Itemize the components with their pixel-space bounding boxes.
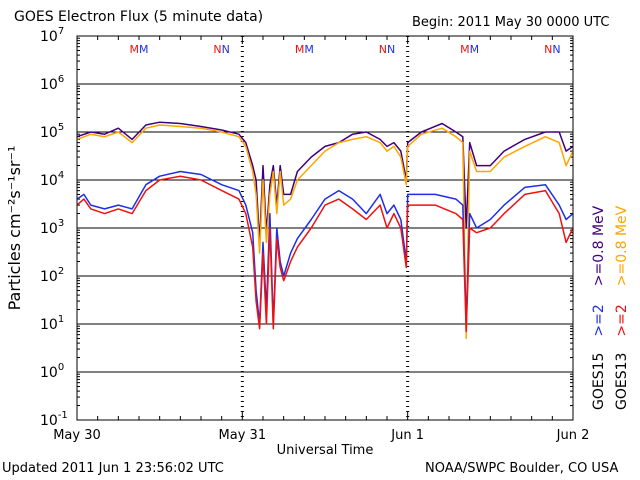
- y-tick-label: 101: [40, 314, 64, 333]
- x-tick-label: Jun 2: [556, 428, 590, 443]
- updated-label: Updated 2011 Jun 1 23:56:02 UTC: [2, 461, 224, 476]
- source-label: NOAA/SWPC Boulder, CO USA: [425, 461, 619, 476]
- annotation-label: MM: [460, 43, 479, 56]
- y-tick-label: 105: [40, 122, 64, 141]
- series-line: [76, 170, 574, 325]
- goes13-legend: GOES13>=2>=0.8 MeV: [614, 205, 630, 410]
- begin-label: Begin: 2011 May 30 0000 UTC: [412, 15, 610, 30]
- series-line: [76, 124, 574, 340]
- grid-layer: [77, 36, 573, 420]
- annotation-label: NN: [544, 43, 560, 56]
- annotation-label: MM: [295, 43, 314, 56]
- x-tick-label: May 30: [53, 428, 101, 443]
- y-tick-label: 106: [40, 74, 64, 93]
- annotation-label: NN: [213, 43, 229, 56]
- annotation-label: NN: [379, 43, 395, 56]
- label-layer: May 30 May 31 Jun 1 Jun 2 10-1 100 101 102 103 10…: [5, 26, 630, 458]
- series-line: [76, 175, 574, 333]
- annotation-label: MM: [130, 43, 149, 56]
- frame-layer: [76, 35, 574, 421]
- chart-title: GOES Electron Flux (5 minute data): [14, 9, 264, 25]
- series-line: [76, 121, 574, 244]
- x-tick-label: May 31: [219, 428, 267, 443]
- y-tick-label: 104: [40, 170, 64, 189]
- series-layer: [76, 121, 574, 340]
- x-axis-label: Universal Time: [277, 443, 374, 458]
- y-tick-label: 100: [40, 362, 64, 381]
- x-tick-label: Jun 1: [390, 428, 424, 443]
- y-tick-label: 102: [40, 266, 64, 285]
- y-tick-label: 10-1: [40, 410, 68, 429]
- y-axis-label: Particles cm⁻²s⁻¹sr⁻¹: [5, 146, 24, 311]
- goes15-legend: GOES15>=2>=0.8 MeV: [591, 205, 607, 410]
- y-tick-label: 103: [40, 218, 64, 237]
- y-tick-label: 107: [40, 26, 64, 45]
